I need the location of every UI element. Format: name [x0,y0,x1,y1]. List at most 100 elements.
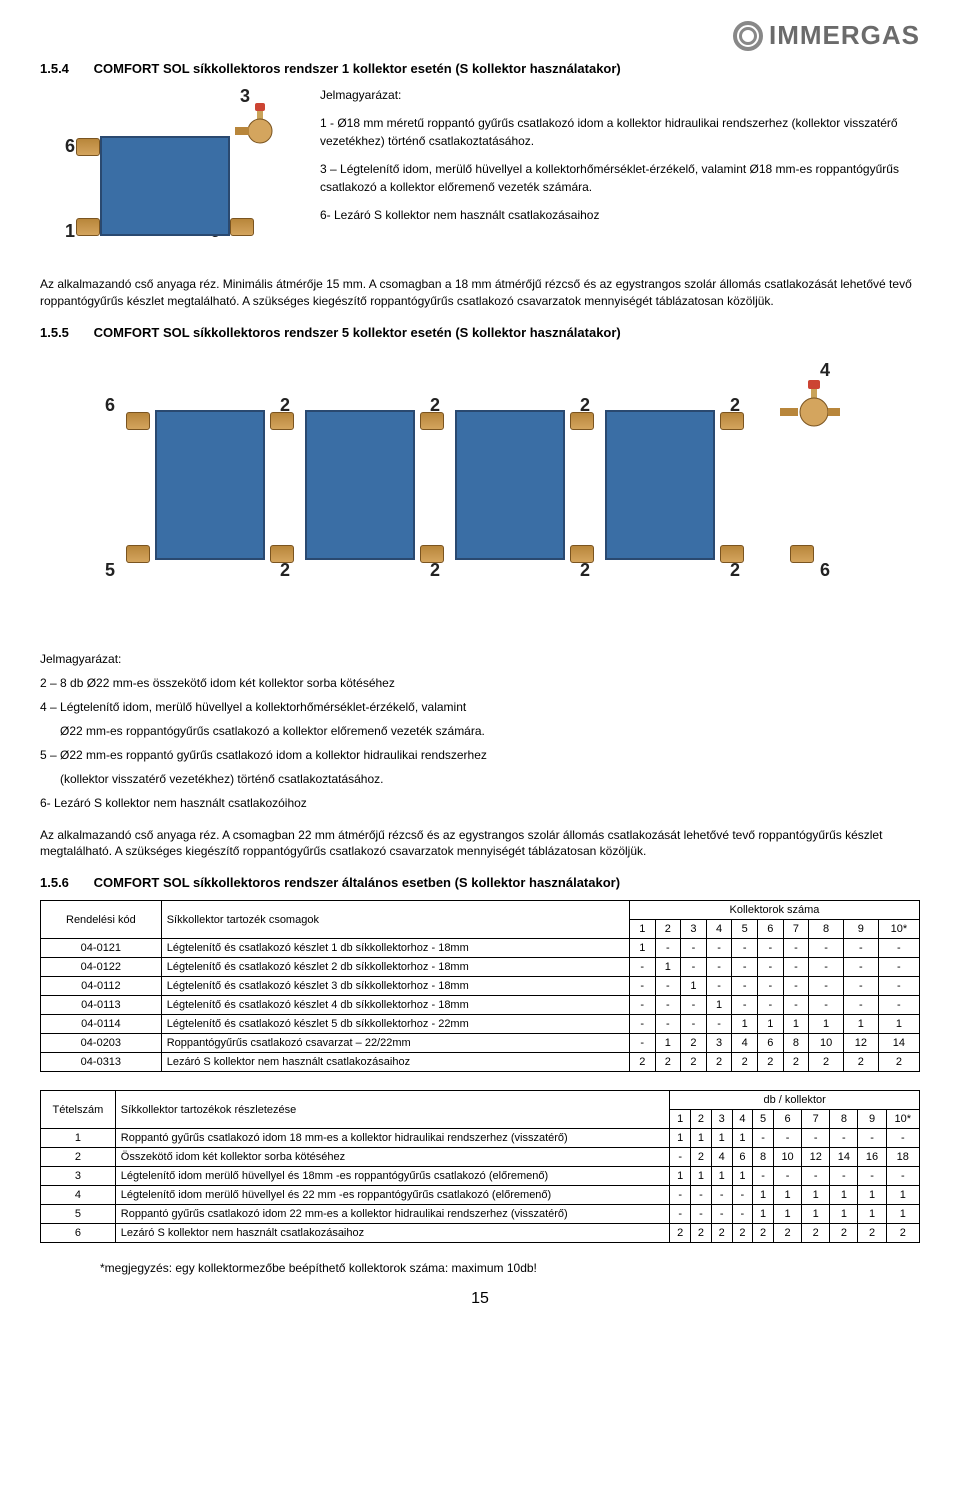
cell-val: 1 [753,1186,774,1205]
valve-icon [780,378,840,433]
cell-val: - [681,939,707,958]
th-col: 4 [732,1110,753,1129]
cell-val: - [629,977,655,996]
fitting-icon [270,545,294,563]
cell-val: - [773,1129,801,1148]
cell-val: - [858,1167,886,1186]
cell-first: 04-0113 [41,996,162,1015]
legend-item-2: 2 – 8 db Ø22 mm-es összekötő idom két ko… [40,674,920,692]
cell-val: - [809,939,844,958]
cell-val: 1 [655,1034,681,1053]
cell-val: 1 [629,939,655,958]
cell-name: Légtelenítő idom merülő hüvellyel és 18m… [115,1167,670,1186]
th-col: 9 [843,920,878,939]
cell-val: 2 [753,1224,774,1243]
cell-val: 2 [830,1224,858,1243]
body-154: Az alkalmazandó cső anyaga réz. Minimáli… [40,276,920,310]
label-2: 2 [280,560,290,581]
cell-name: Roppantó gyűrűs csatlakozó idom 18 mm-es… [115,1129,670,1148]
section-num: 1.5.5 [40,325,90,340]
th-col: 6 [758,920,784,939]
cell-val: 2 [783,1053,809,1072]
cell-val: 3 [706,1034,732,1053]
fitting-icon [420,412,444,430]
cell-val: 1 [670,1129,691,1148]
cell-val: 1 [858,1205,886,1224]
cell-val: 12 [802,1148,830,1167]
cell-name: Roppantó gyűrűs csatlakozó idom 22 mm-es… [115,1205,670,1224]
th-col: 1 [670,1110,691,1129]
table-row: 2Összekötő idom két kollektor sorba köté… [41,1148,920,1167]
cell-val: 2 [843,1053,878,1072]
fitting-icon [270,412,294,430]
label-2: 2 [580,560,590,581]
table-row: 6Lezáró S kollektor nem használt csatlak… [41,1224,920,1243]
legend-item-3: 3 – Légtelenítő idom, merülő hüvellyel a… [320,160,920,196]
cell-val: 1 [886,1205,919,1224]
section-155-heading: 1.5.5 COMFORT SOL síkkollektoros rendsze… [40,325,920,340]
fitting-icon [720,412,744,430]
cell-val: 1 [858,1186,886,1205]
cell-val: 1 [711,1167,732,1186]
cell-val: - [809,996,844,1015]
fitting-icon [420,545,444,563]
cell-val: 2 [802,1224,830,1243]
collector-panel-icon [605,410,715,560]
cell-name: Légtelenítő és csatlakozó készlet 3 db s… [161,977,629,996]
fitting-icon [230,218,254,236]
cell-val: - [691,1186,712,1205]
legend-item-6: 6- Lezáró S kollektor nem használt csatl… [40,794,920,812]
label-2: 2 [430,560,440,581]
cell-val: - [773,1167,801,1186]
cell-name: Roppantógyűrűs csatlakozó csavarzat – 22… [161,1034,629,1053]
cell-val: 2 [655,1053,681,1072]
cell-val: - [732,977,758,996]
cell-val: 2 [732,1224,753,1243]
cell-val: 2 [758,1053,784,1072]
table-row: 04-0113Légtelenítő és csatlakozó készlet… [41,996,920,1015]
cell-val: 6 [758,1034,784,1053]
table-details: Tételszám Síkkollektor tartozékok részle… [40,1090,920,1243]
cell-val: 14 [830,1148,858,1167]
cell-val: - [843,939,878,958]
cell-val: - [655,1015,681,1034]
valve-icon [235,101,285,151]
cell-val: 1 [732,1167,753,1186]
cell-val: - [830,1167,858,1186]
cell-val: - [732,996,758,1015]
cell-val: 1 [802,1186,830,1205]
cell-val: 18 [886,1148,919,1167]
cell-val: 1 [753,1205,774,1224]
th-col: 5 [732,920,758,939]
cell-first: 04-0114 [41,1015,162,1034]
section-num: 1.5.6 [40,875,90,890]
cell-val: - [878,939,919,958]
cell-val: - [843,977,878,996]
cell-first: 3 [41,1167,116,1186]
cell-val: - [886,1129,919,1148]
th-detail: Síkkollektor tartozékok részletezése [115,1091,670,1129]
th-col: 3 [711,1110,732,1129]
collector-panel-icon [100,136,230,236]
cell-first: 04-0313 [41,1053,162,1072]
cell-val: 4 [732,1034,758,1053]
cell-val: 8 [753,1148,774,1167]
fitting-icon [76,218,100,236]
th-col: 7 [783,920,809,939]
cell-first: 04-0121 [41,939,162,958]
cell-val: 2 [670,1224,691,1243]
cell-val: - [691,1205,712,1224]
cell-val: 2 [681,1053,707,1072]
logo-circle-icon [733,21,763,51]
cell-val: - [681,996,707,1015]
label-1: 1 [65,221,75,242]
cell-val: 1 [773,1186,801,1205]
cell-val: - [878,996,919,1015]
table-row: 04-0121Légtelenítő és csatlakozó készlet… [41,939,920,958]
cell-val: 1 [830,1205,858,1224]
cell-val: - [758,977,784,996]
th-col: 1 [629,920,655,939]
fitting-icon [570,412,594,430]
fitting-icon [720,545,744,563]
th-col: 10* [878,920,919,939]
